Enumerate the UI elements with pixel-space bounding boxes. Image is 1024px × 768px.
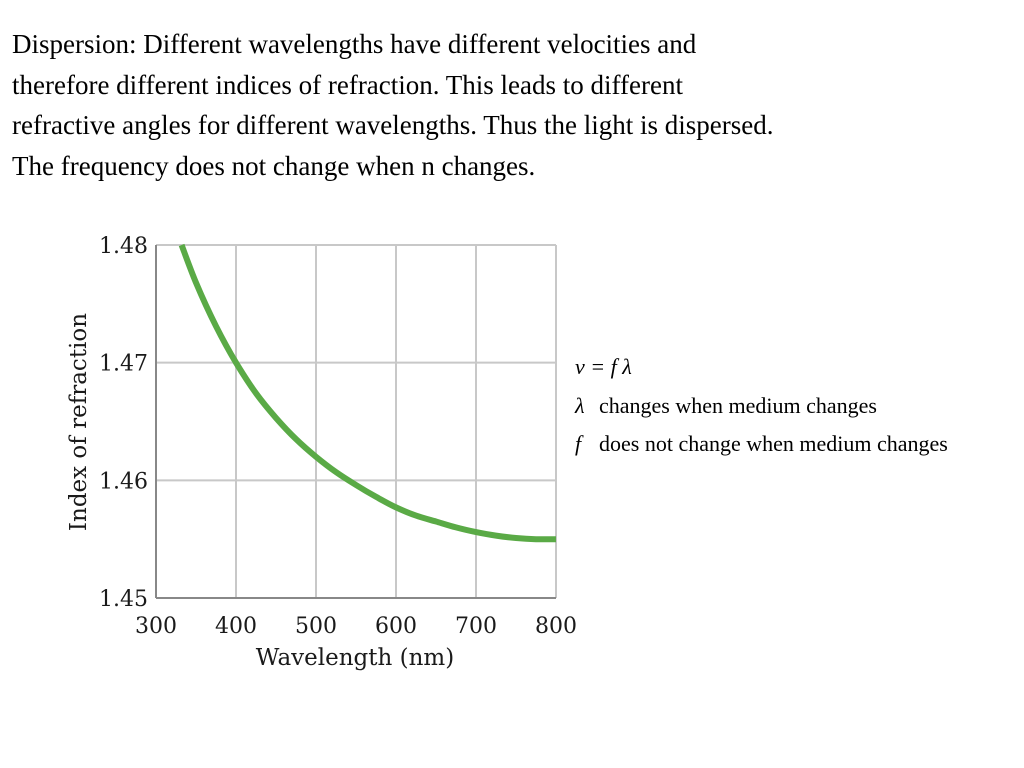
lambda-symbol: λ xyxy=(575,392,585,418)
x-tick-label: 400 xyxy=(215,614,257,639)
chart-grid xyxy=(155,244,557,599)
paragraph-line: The frequency does not change when n cha… xyxy=(12,150,536,181)
dispersion-paragraph: Dispersion: Different wavelengths have d… xyxy=(12,24,1017,186)
lambda-note-text: changes when medium changes xyxy=(599,392,877,418)
x-tick-label: 600 xyxy=(375,614,417,639)
y-axis-label: Index of refraction xyxy=(66,313,92,531)
y-tick-label: 1.46 xyxy=(99,469,148,494)
y-tick-label: 1.45 xyxy=(99,587,148,612)
x-tick-label: 800 xyxy=(535,614,577,639)
chart-tick-labels: 300 400 500 600 700 800 1.45 1.46 1.47 1.48 xyxy=(99,234,577,639)
f-symbol: f xyxy=(575,431,582,456)
y-tick-label: 1.48 xyxy=(99,234,148,259)
x-tick-label: 700 xyxy=(455,614,497,639)
paragraph-line: refractive angles for different waveleng… xyxy=(12,110,774,140)
chart-series xyxy=(178,243,557,543)
x-axis-label: Wavelength (nm) xyxy=(256,645,454,671)
x-tick-label: 500 xyxy=(295,614,337,639)
frequency-note: f does not change when medium changes xyxy=(575,429,948,468)
wave-relation-notes: v = f λ λ changes when medium changes f do… xyxy=(575,352,948,468)
paragraph-line: Dispersion: Different wavelengths have d… xyxy=(12,29,697,59)
wave-equation: v = f λ xyxy=(575,354,632,379)
refraction-index-curve xyxy=(178,243,557,543)
paragraph-line: therefore different indices of refractio… xyxy=(12,69,683,100)
frequency-note-text: does not change when medium changes xyxy=(599,431,948,456)
x-tick-label: 300 xyxy=(135,614,177,639)
y-tick-label: 1.47 xyxy=(99,352,148,377)
lambda-note: λ changes when medium changes xyxy=(575,391,948,430)
